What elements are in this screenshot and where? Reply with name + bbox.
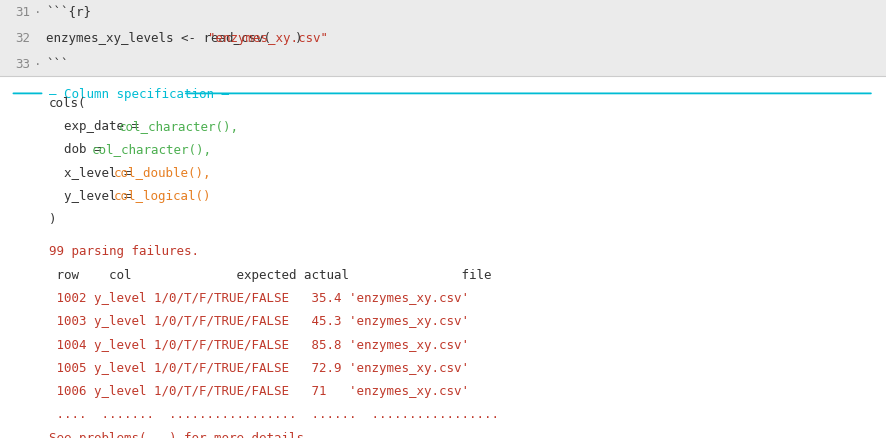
Text: row    col              expected actual               file: row col expected actual file bbox=[49, 268, 491, 281]
Text: 1002 y_level 1/0/T/F/TRUE/FALSE   35.4 'enzymes_xy.csv': 1002 y_level 1/0/T/F/TRUE/FALSE 35.4 'en… bbox=[49, 291, 469, 304]
Text: ```: ``` bbox=[46, 57, 68, 71]
Text: y_level =: y_level = bbox=[49, 189, 138, 202]
Text: ): ) bbox=[49, 212, 56, 226]
Text: enzymes_xy_levels <- read_csv(: enzymes_xy_levels <- read_csv( bbox=[46, 32, 271, 45]
Text: ·: · bbox=[34, 57, 41, 71]
Text: ): ) bbox=[295, 32, 302, 45]
Text: col_character(),: col_character(), bbox=[92, 143, 212, 156]
Text: 1006 y_level 1/0/T/F/TRUE/FALSE   71   'enzymes_xy.csv': 1006 y_level 1/0/T/F/TRUE/FALSE 71 'enzy… bbox=[49, 384, 469, 397]
Text: dob =: dob = bbox=[49, 143, 109, 156]
Text: See problems(...) for more details.: See problems(...) for more details. bbox=[49, 431, 311, 438]
Text: 31: 31 bbox=[15, 6, 30, 19]
Text: col_double(),: col_double(), bbox=[113, 166, 211, 179]
Text: "enzymes_xy.csv": "enzymes_xy.csv" bbox=[208, 32, 328, 45]
Text: cols(: cols( bbox=[49, 96, 86, 110]
Text: col_logical(): col_logical() bbox=[113, 189, 211, 202]
Text: exp_date =: exp_date = bbox=[49, 120, 146, 133]
Text: ```{r}: ```{r} bbox=[46, 6, 91, 19]
Text: col_character(),: col_character(), bbox=[119, 120, 239, 133]
Text: ·: · bbox=[34, 6, 41, 19]
FancyBboxPatch shape bbox=[0, 0, 886, 77]
FancyBboxPatch shape bbox=[0, 77, 886, 438]
Text: 1005 y_level 1/0/T/F/TRUE/FALSE   72.9 'enzymes_xy.csv': 1005 y_level 1/0/T/F/TRUE/FALSE 72.9 'en… bbox=[49, 361, 469, 374]
Text: 32: 32 bbox=[15, 32, 30, 45]
Text: ....  .......  .................  ......  .................: .... ....... ................. ...... ..… bbox=[49, 407, 498, 420]
Text: 99 parsing failures.: 99 parsing failures. bbox=[49, 245, 198, 258]
Text: — Column specification —: — Column specification — bbox=[49, 88, 229, 101]
Text: 1003 y_level 1/0/T/F/TRUE/FALSE   45.3 'enzymes_xy.csv': 1003 y_level 1/0/T/F/TRUE/FALSE 45.3 'en… bbox=[49, 314, 469, 328]
Text: 33: 33 bbox=[15, 57, 30, 71]
Text: x_level =: x_level = bbox=[49, 166, 138, 179]
Text: 1004 y_level 1/0/T/F/TRUE/FALSE   85.8 'enzymes_xy.csv': 1004 y_level 1/0/T/F/TRUE/FALSE 85.8 'en… bbox=[49, 338, 469, 351]
